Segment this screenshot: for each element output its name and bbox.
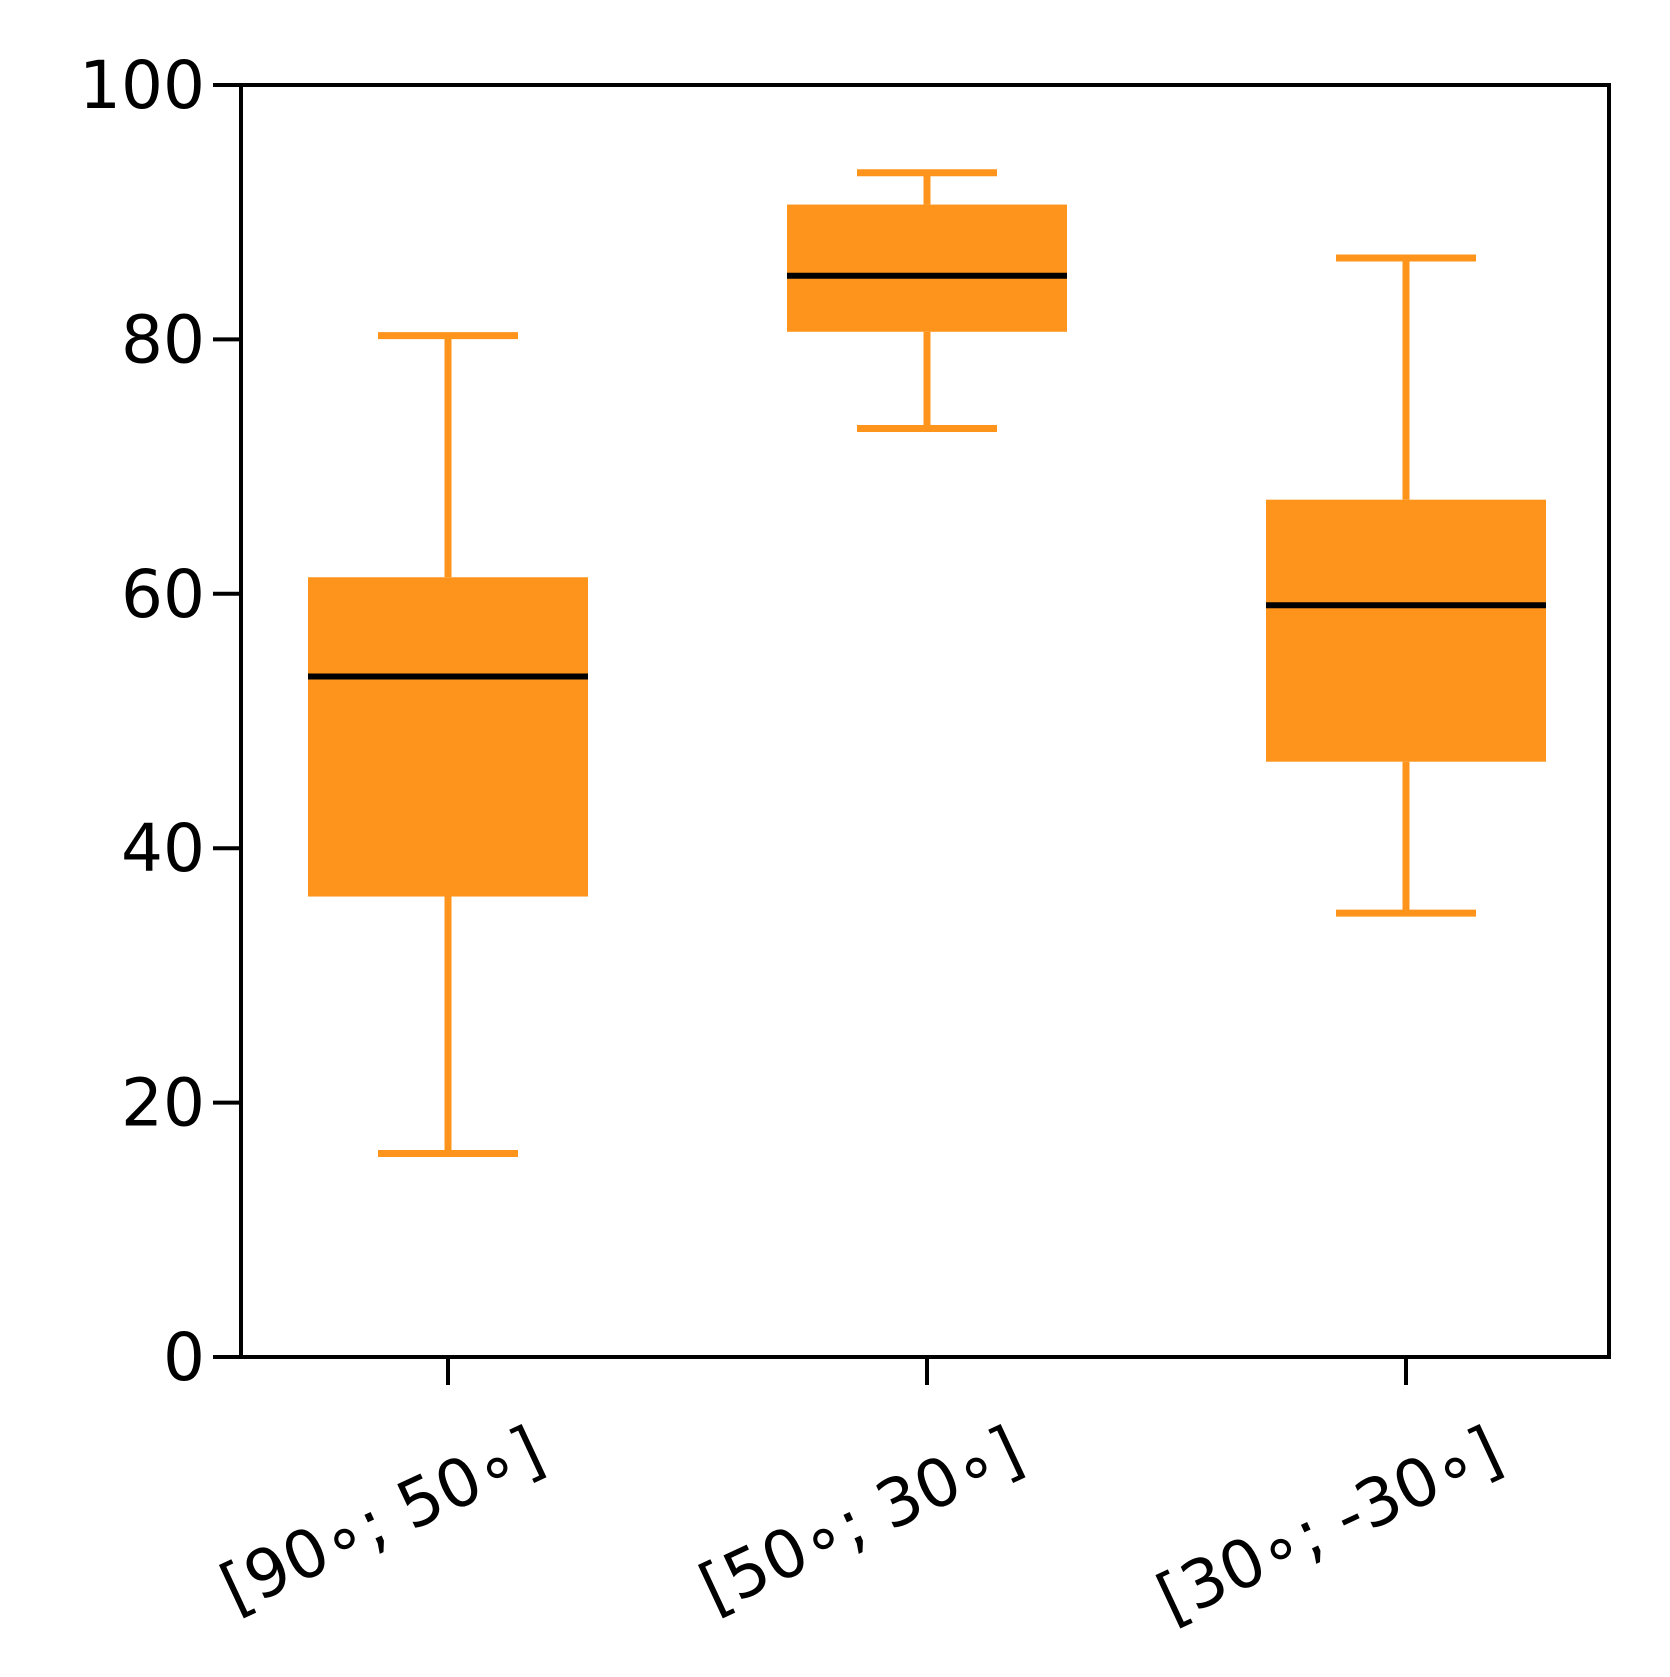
y-axis: 0 20 40 60 80 100: [79, 47, 241, 1396]
boxes-layer: [308, 169, 1546, 1157]
iqr-box: [308, 577, 588, 897]
y-tick-label: 0: [163, 1319, 205, 1396]
box-group-1: [308, 332, 588, 1157]
y-tick-label: 20: [121, 1065, 205, 1142]
y-tick-label: 60: [121, 556, 205, 633]
iqr-box: [1266, 499, 1546, 762]
iqr-box: [787, 204, 1067, 332]
x-tick-label: [50∘; 30∘]: [688, 1412, 1034, 1628]
y-tick-label: 80: [121, 301, 205, 378]
box-group-2: [787, 169, 1067, 432]
x-tick-label: [30∘; -30∘]: [1146, 1412, 1513, 1638]
y-tick-label: 100: [79, 47, 205, 124]
y-tick-label: 40: [121, 810, 205, 887]
x-axis: [90∘; 50∘] [50∘; 30∘] [30∘; -30∘]: [209, 1357, 1513, 1637]
x-tick-label: [90∘; 50∘]: [209, 1412, 555, 1628]
box-group-3: [1266, 254, 1546, 917]
